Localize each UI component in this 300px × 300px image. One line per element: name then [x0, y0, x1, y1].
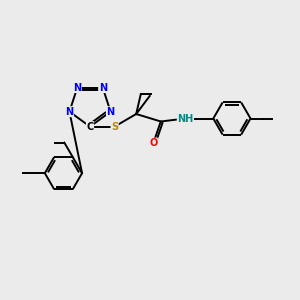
- Text: N: N: [106, 107, 115, 117]
- Text: N: N: [65, 107, 74, 117]
- Text: O: O: [149, 138, 158, 148]
- Text: N: N: [99, 82, 107, 92]
- Text: C: C: [86, 122, 94, 132]
- Text: NH: NH: [177, 113, 194, 124]
- Text: S: S: [111, 122, 118, 132]
- Text: N: N: [73, 82, 81, 92]
